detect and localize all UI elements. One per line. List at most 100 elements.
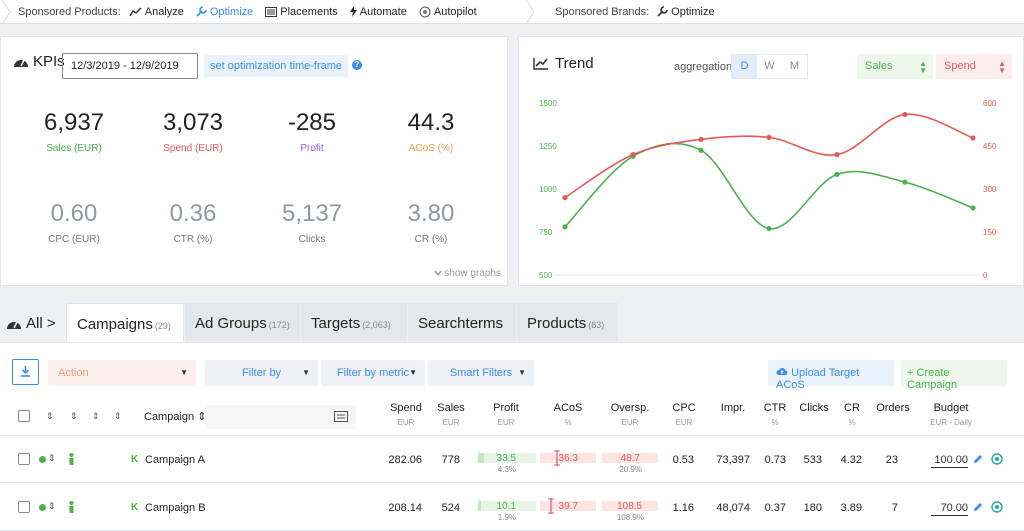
action-select[interactable]: Action ▼ — [48, 360, 196, 386]
row-checkbox[interactable] — [18, 453, 30, 465]
smart-filters-select[interactable]: Smart Filters ▼ — [428, 360, 534, 386]
nav-optimize[interactable]: Optimize — [196, 6, 253, 18]
kpi-label: CTR (%) — [173, 234, 213, 245]
header-sub: EUR — [442, 418, 460, 427]
col-sales[interactable]: Sales EUR — [430, 402, 472, 427]
kpi-cr: 3.80 CR (%) — [376, 200, 486, 245]
status-dot-icon[interactable] — [39, 456, 46, 463]
nav-sb-optimize[interactable]: Optimize — [657, 6, 715, 18]
help-icon[interactable]: ? — [352, 60, 362, 70]
data-point-sales — [698, 147, 704, 153]
col-budget[interactable]: Budget EUR - Daily — [918, 402, 984, 427]
tab-count: (83) — [588, 320, 605, 330]
cell-overspend-pct: 108.9% — [616, 513, 644, 522]
cell-overspend: 48.7 — [620, 453, 640, 464]
sort-icon[interactable]: ⇕ — [46, 411, 54, 421]
tab-label: Targets — [311, 315, 361, 332]
left-metric-select[interactable]: Sales ▲ ▼ — [857, 54, 933, 79]
autopilot-icon — [419, 6, 431, 17]
aggregation-day-button[interactable]: D — [732, 55, 757, 78]
col-overspend[interactable]: Oversp. EUR — [602, 402, 658, 427]
tab-ad-groups[interactable]: Ad Groups (172) — [185, 303, 300, 343]
col-clicks[interactable]: Clicks — [796, 402, 832, 418]
right-metric-select[interactable]: Spend ▲ ▼ — [936, 54, 1012, 79]
create-campaign-button[interactable]: + Create Campaign — [901, 360, 1007, 391]
sort-icon[interactable]: ⇕ — [92, 411, 100, 421]
col-spend[interactable]: Spend EUR — [384, 402, 428, 427]
tab-searchterms[interactable]: Searchterms — [408, 303, 516, 343]
sort-icon[interactable]: ⇕ — [114, 411, 122, 421]
header-label: Orders — [876, 402, 910, 414]
kpi-label: Sales (EUR) — [46, 143, 102, 154]
select-caret-icon: ▲ ▼ — [919, 59, 927, 75]
sponsored-brands-label: Sponsored Brands: — [555, 5, 650, 18]
budget-input[interactable]: 70.00 — [931, 502, 968, 516]
nav-automate[interactable]: Automate — [349, 6, 407, 18]
col-cpc[interactable]: CPC EUR — [664, 402, 704, 427]
y-right-tick-label: 450 — [983, 142, 997, 151]
targeting-type-badge: K — [131, 454, 139, 465]
status-dot-icon[interactable] — [39, 504, 46, 511]
campaign-header[interactable]: Campaign ⇕ — [144, 410, 206, 423]
show-graphs-link[interactable]: show graphs — [433, 268, 501, 279]
aggregation-week-button[interactable]: W — [764, 60, 775, 72]
col-orders[interactable]: Orders — [872, 402, 914, 418]
col-impressions[interactable]: Impr. — [710, 402, 756, 418]
cell-profit-pct: 1.9% — [497, 513, 516, 522]
nav-placements[interactable]: Placements — [265, 6, 338, 18]
table-row: ⇕ K Campaign B 208.14 524 10.1 1.9% 39.7… — [0, 484, 1024, 531]
trend-header: Trend — [533, 55, 594, 72]
filter-by-metric-select[interactable]: Filter by metric ▼ — [321, 360, 425, 386]
cell-ctr: 0.73 — [764, 454, 786, 466]
kpi-label: CPC (EUR) — [48, 234, 100, 245]
top-nav: Sponsored Products: Analyze Optimize Pla… — [0, 0, 1024, 24]
col-ctr[interactable]: CTR% — [758, 402, 792, 427]
all-breadcrumb[interactable]: All > — [6, 315, 56, 332]
download-button[interactable] — [12, 359, 39, 385]
sort-icon[interactable]: ⇕ — [70, 411, 78, 421]
col-acos[interactable]: ACoS% — [540, 402, 596, 427]
download-icon — [21, 366, 30, 377]
status-toggle-icon[interactable]: ⇕ — [48, 453, 56, 463]
kpi-label: CR (%) — [414, 234, 448, 245]
tab-count: (2,063) — [362, 320, 391, 330]
edit-pencil-icon[interactable] — [973, 454, 983, 464]
target-circle-icon[interactable] — [991, 453, 1003, 465]
kpi-title: KPIs — [33, 53, 65, 70]
campaign-name[interactable]: Campaign A — [145, 454, 205, 466]
status-toggle-icon[interactable]: ⇕ — [48, 501, 56, 511]
edit-pencil-icon[interactable] — [973, 502, 983, 512]
tab-campaigns[interactable]: Campaigns (29) — [66, 303, 184, 343]
filter-by-select[interactable]: Filter by ▼ — [205, 360, 318, 386]
aggregation-month-button[interactable]: M — [789, 60, 800, 72]
tab-label: Searchterms — [418, 315, 504, 332]
kpi-value: 5,137 — [281, 200, 343, 227]
campaign-name[interactable]: Campaign B — [145, 502, 206, 514]
campaign-search-input[interactable] — [206, 405, 356, 429]
set-timeframe-button[interactable]: set optimization time-frame — [204, 55, 349, 77]
row-checkbox[interactable] — [18, 501, 30, 513]
tab-targets[interactable]: Targets (2,063) — [301, 303, 407, 343]
nav-autopilot[interactable]: Autopilot — [419, 6, 477, 18]
breadcrumb-chevron-icon — [525, 0, 535, 24]
kpi-value: -285 — [287, 109, 337, 136]
nav-autopilot-label: Autopilot — [433, 5, 477, 18]
header-label: ACoS — [553, 402, 583, 414]
budget-input[interactable]: 100.00 — [931, 454, 968, 468]
date-range-input[interactable]: 12/3/2019 - 12/9/2019 — [62, 53, 198, 79]
nav-analyze[interactable]: Analyze — [129, 6, 184, 18]
data-point-spend — [834, 152, 840, 158]
y-right-tick-label: 150 — [983, 228, 997, 237]
select-all-checkbox[interactable] — [18, 410, 30, 422]
cell-impressions: 48,074 — [716, 502, 750, 514]
col-profit[interactable]: Profit EUR — [478, 402, 534, 427]
upload-target-acos-button[interactable]: Upload Target ACoS — [768, 360, 894, 391]
kpi-ctr: 0.36 CTR (%) — [138, 200, 248, 245]
placements-icon — [265, 6, 278, 17]
header-sub: % — [848, 418, 856, 427]
line-chart-icon — [533, 58, 548, 70]
tab-products[interactable]: Products (83) — [517, 303, 618, 343]
col-cr[interactable]: CR% — [836, 402, 868, 427]
target-circle-icon[interactable] — [991, 501, 1003, 513]
tab-label: Campaigns — [77, 316, 153, 333]
